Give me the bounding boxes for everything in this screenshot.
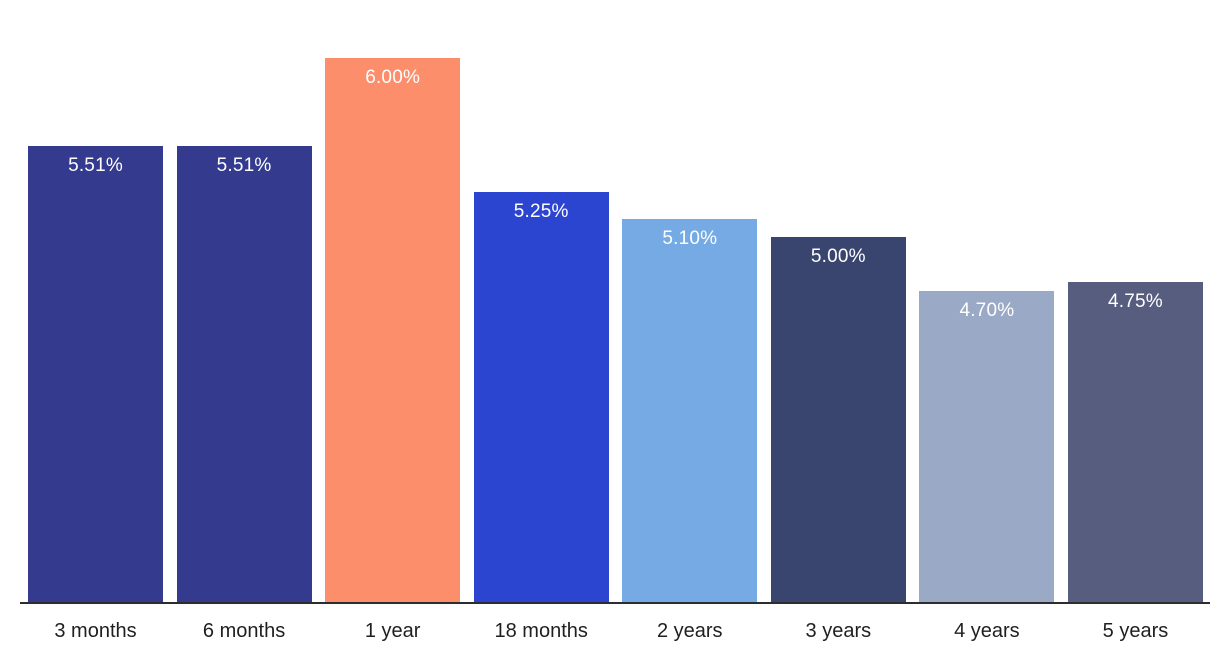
bar-value-label: 5.25% [513, 201, 569, 222]
plot-area: 5.51% 5.51% 6.00% 5.25% 5.10% 5.00% 4.70% 4.75% [28, 0, 1203, 602]
bar-value-label: 5.00% [810, 246, 866, 267]
bar-value-label: 5.51% [216, 155, 272, 176]
x-tick-label-3-years: 3 years [805, 620, 872, 642]
bar-5-years[interactable]: 4.75% [1067, 282, 1203, 602]
bar-value-label: 5.51% [68, 155, 123, 176]
bar-value-label: 4.70% [959, 300, 1015, 321]
bar-value-label: 6.00% [365, 67, 421, 88]
x-tick-label-4-years: 4 years [954, 620, 1020, 642]
x-tick-label-2-years: 2 years [656, 620, 723, 642]
x-tick-label-18-months: 18 months [494, 620, 588, 642]
bar-6-months[interactable]: 5.51% [176, 146, 312, 602]
x-tick-label-5-years: 5 years [1102, 620, 1169, 642]
x-axis-labels: 3 months 6 months 1 year 18 months 2 years 3 … [28, 618, 1203, 644]
bar-18-months[interactable]: 5.25% [473, 192, 609, 602]
x-axis-line [20, 602, 1210, 604]
x-tick-label-6-months: 6 months [202, 620, 286, 642]
bars-row: 5.51% 5.51% 6.00% 5.25% 5.10% 5.00% 4.70% 4.75% [28, 0, 1203, 602]
bar-value-label: 4.75% [1108, 291, 1163, 312]
bar-3-years[interactable]: 5.00% [770, 237, 906, 602]
x-tick-label-1-year: 1 year [364, 620, 421, 642]
bar-2-years[interactable]: 5.10% [622, 219, 758, 602]
bar-1-year[interactable]: 6.00% [325, 58, 461, 602]
bar-value-label: 5.10% [662, 228, 718, 249]
bar-4-years[interactable]: 4.70% [919, 291, 1055, 602]
bar-3-months[interactable]: 5.51% [28, 146, 163, 602]
x-tick-label-3-months: 3 months [54, 620, 137, 642]
